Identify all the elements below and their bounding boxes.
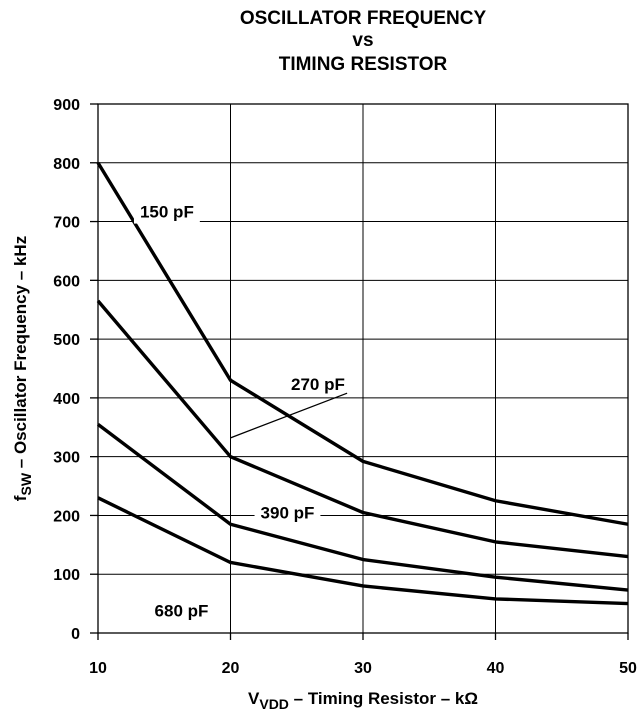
y-axis-label: fSW – Oscillator Frequency – kHz — [11, 236, 34, 501]
y-tick-label: 400 — [53, 391, 80, 408]
x-tick-label: 30 — [354, 660, 372, 677]
y-tick-label: 600 — [53, 273, 80, 290]
series-line — [96, 422, 629, 592]
y-tick-label: 700 — [53, 215, 80, 232]
series-line — [96, 299, 629, 559]
y-tick-label: 900 — [53, 97, 80, 114]
series-label: 270 pF — [291, 375, 345, 394]
label-leader-line — [230, 392, 348, 439]
label-background — [133, 200, 200, 224]
y-tick-label: 200 — [53, 508, 80, 525]
y-tick-label: 300 — [53, 450, 80, 467]
x-tick-label: 40 — [487, 660, 505, 677]
y-tick-label: 800 — [53, 156, 80, 173]
series-line — [96, 161, 629, 526]
x-tick-label: 10 — [89, 660, 107, 677]
y-tick-label: 500 — [53, 332, 80, 349]
series-label: 680 pF — [155, 602, 209, 621]
y-tick-label: 100 — [53, 567, 80, 584]
x-tick-label: 20 — [222, 660, 240, 677]
series-label: 150 pF — [140, 203, 194, 222]
series-label: 390 pF — [261, 504, 315, 523]
x-axis-label: VVDD – Timing Resistor – kΩ — [248, 689, 478, 712]
chart-title-line-2: vs — [352, 30, 374, 51]
label-background — [285, 372, 351, 396]
chart-title-line-1: OSCILLATOR FREQUENCY — [239, 8, 487, 29]
label-background — [148, 599, 215, 623]
x-tick-label: 50 — [619, 660, 637, 677]
y-tick-label: 0 — [71, 626, 80, 643]
label-background — [254, 501, 321, 525]
series-line — [97, 496, 629, 606]
chart-title-line-3: TIMING RESISTOR — [278, 54, 448, 75]
